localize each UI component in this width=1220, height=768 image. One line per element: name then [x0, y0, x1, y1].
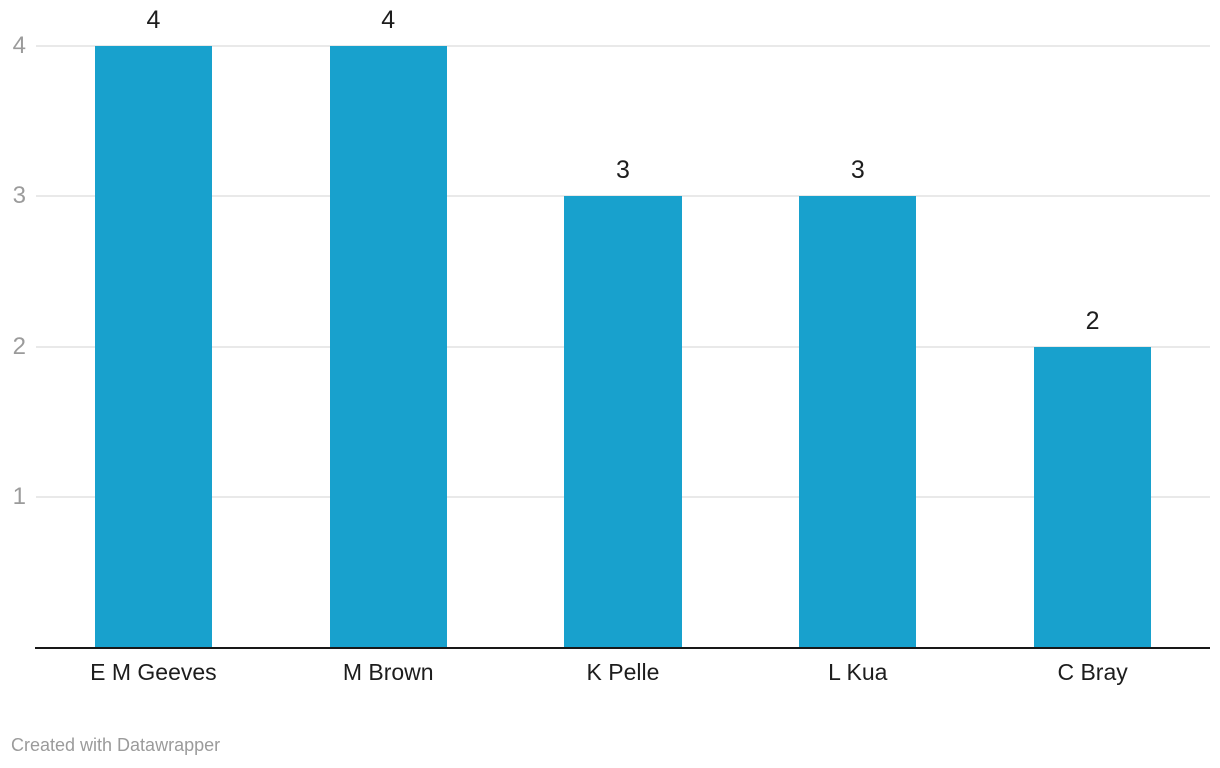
bar-value-label: 4 — [381, 6, 396, 34]
bar-value-label: 3 — [850, 156, 865, 185]
x-axis-category-label: K Pelle — [586, 659, 660, 685]
x-axis-category-label: E M Geeves — [90, 659, 217, 685]
y-axis-tick-label: 4 — [12, 32, 26, 59]
bar — [564, 196, 682, 647]
bar — [94, 46, 213, 647]
y-axis-tick-label: 3 — [12, 182, 26, 210]
x-axis-category-label: M Brown — [342, 659, 434, 685]
y-gridline — [36, 45, 1210, 47]
datawrapper-credit-link[interactable]: Created with Datawrapper — [11, 735, 221, 755]
bar-value-label: 2 — [1085, 306, 1100, 335]
bar-value-label: 4 — [146, 6, 161, 34]
bar — [329, 46, 447, 647]
y-axis-tick-label: 1 — [12, 482, 26, 510]
bar — [1033, 346, 1152, 647]
x-axis-line — [35, 647, 1210, 649]
y-axis-tick-label: 2 — [12, 332, 26, 360]
x-axis-category-label: L Kua — [828, 659, 888, 685]
bar — [799, 196, 917, 647]
x-axis-category-label: C Bray — [1057, 659, 1128, 685]
bar-value-label: 3 — [616, 156, 630, 185]
